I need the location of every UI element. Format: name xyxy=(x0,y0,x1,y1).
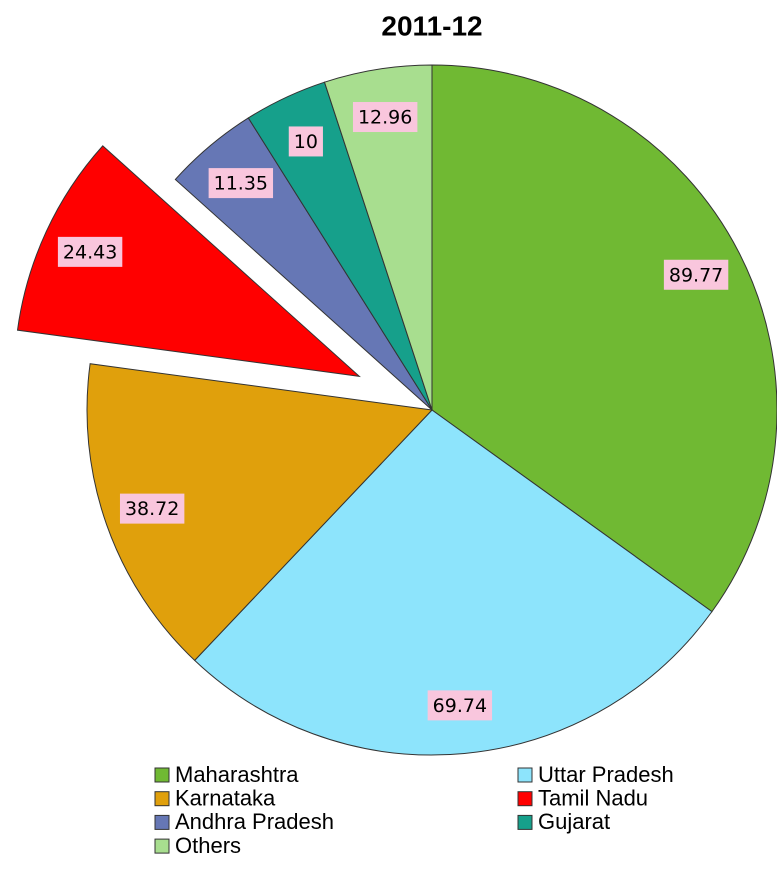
data-label: 11.35 xyxy=(214,173,268,195)
data-label-bg xyxy=(663,259,729,290)
data-label: 10 xyxy=(294,131,318,153)
data-label-bg xyxy=(352,102,418,133)
data-label-bg xyxy=(57,236,123,267)
legend-label: Uttar Pradesh xyxy=(538,762,674,787)
chart-title: 2011-12 xyxy=(381,10,482,41)
legend-label: Andhra Pradesh xyxy=(175,809,334,834)
pie-slice xyxy=(193,409,713,756)
legend-label: Gujarat xyxy=(538,809,610,834)
data-label-bg xyxy=(208,168,274,199)
legend-swatch xyxy=(154,767,170,783)
legend-swatch xyxy=(517,791,533,807)
pie-slice xyxy=(323,64,433,411)
data-label: 24.43 xyxy=(63,241,117,263)
legend-swatch xyxy=(517,814,533,830)
data-label: 38.72 xyxy=(125,498,179,520)
legend-swatch xyxy=(154,838,170,854)
legend-swatch xyxy=(154,814,170,830)
legend-label: Others xyxy=(175,833,241,858)
legend-label: Maharashtra xyxy=(175,762,299,787)
data-label: 69.74 xyxy=(433,695,487,717)
pie-slice xyxy=(86,363,434,662)
data-label-bg xyxy=(288,126,323,157)
pie-slice xyxy=(16,145,361,378)
legend-label: Karnataka xyxy=(175,786,276,811)
legend-swatch xyxy=(517,767,533,783)
data-label-bg xyxy=(119,493,185,524)
pie-slice xyxy=(431,64,777,613)
legend-label: Tamil Nadu xyxy=(538,786,648,811)
data-label: 12.96 xyxy=(358,107,412,129)
data-label: 89.77 xyxy=(669,264,723,286)
data-label-bg xyxy=(427,690,493,721)
legend-swatch xyxy=(154,791,170,807)
